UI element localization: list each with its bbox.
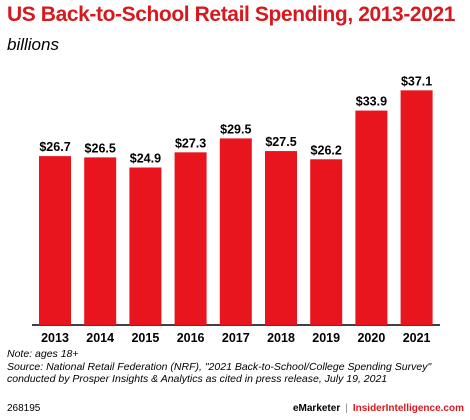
data-label-2019: $26.2 bbox=[311, 143, 342, 157]
data-label-2021: $37.1 bbox=[401, 74, 432, 88]
chart-notes: Note: ages 18+ Source: National Retail F… bbox=[7, 348, 467, 386]
x-tick-label-2015: 2015 bbox=[131, 331, 159, 345]
x-tick-label-2018: 2018 bbox=[267, 331, 295, 345]
data-label-2018: $27.5 bbox=[265, 135, 296, 149]
source-line-continued: conducted by Prosper Insights & Analytic… bbox=[7, 373, 388, 385]
data-label-2016: $27.3 bbox=[175, 136, 206, 150]
x-tick-label-2017: 2017 bbox=[222, 331, 250, 345]
source-line: Source: National Retail Federation (NRF)… bbox=[7, 360, 432, 373]
bar-2017 bbox=[219, 138, 252, 325]
chart-subtitle: billions bbox=[7, 35, 59, 54]
x-tick-label-2014: 2014 bbox=[86, 331, 114, 345]
bar-2021 bbox=[400, 90, 433, 325]
data-label-2014: $26.5 bbox=[85, 141, 116, 155]
data-label-2017: $29.5 bbox=[220, 122, 251, 136]
bar-chart: $26.7 2013 $26.5 2014 $24.9 2015 $27.3 2016 $29.… bbox=[32, 74, 440, 345]
bar-2019 bbox=[310, 159, 343, 325]
bar-2020 bbox=[355, 110, 388, 325]
data-label-2020: $33.9 bbox=[356, 95, 387, 109]
bar-2016 bbox=[174, 152, 207, 325]
footer-separator: | bbox=[345, 403, 348, 414]
data-label-2015: $24.9 bbox=[130, 152, 161, 166]
bar-2018 bbox=[265, 151, 297, 325]
emarketer-logo: eMarketer bbox=[292, 403, 341, 414]
chart-id: 268195 bbox=[7, 403, 41, 414]
bar-2013 bbox=[39, 156, 71, 325]
note-line: Note: ages 18+ bbox=[7, 348, 79, 360]
footer-brand: eMarketer | InsiderIntelligence.com bbox=[293, 403, 464, 414]
bar-2015 bbox=[129, 167, 162, 325]
x-tick-label-2021: 2021 bbox=[403, 331, 431, 345]
data-label-2013: $26.7 bbox=[39, 140, 70, 154]
insider-intelligence-link[interactable]: InsiderIntelligence.com bbox=[352, 403, 464, 414]
x-tick-label-2020: 2020 bbox=[357, 331, 385, 345]
bar-2014 bbox=[84, 157, 117, 325]
x-tick-label-2016: 2016 bbox=[177, 331, 205, 345]
chart-title: US Back-to-School Retail Spending, 2013-… bbox=[7, 3, 456, 26]
x-tick-label-2013: 2013 bbox=[41, 331, 69, 345]
x-tick-label-2019: 2019 bbox=[312, 331, 340, 345]
